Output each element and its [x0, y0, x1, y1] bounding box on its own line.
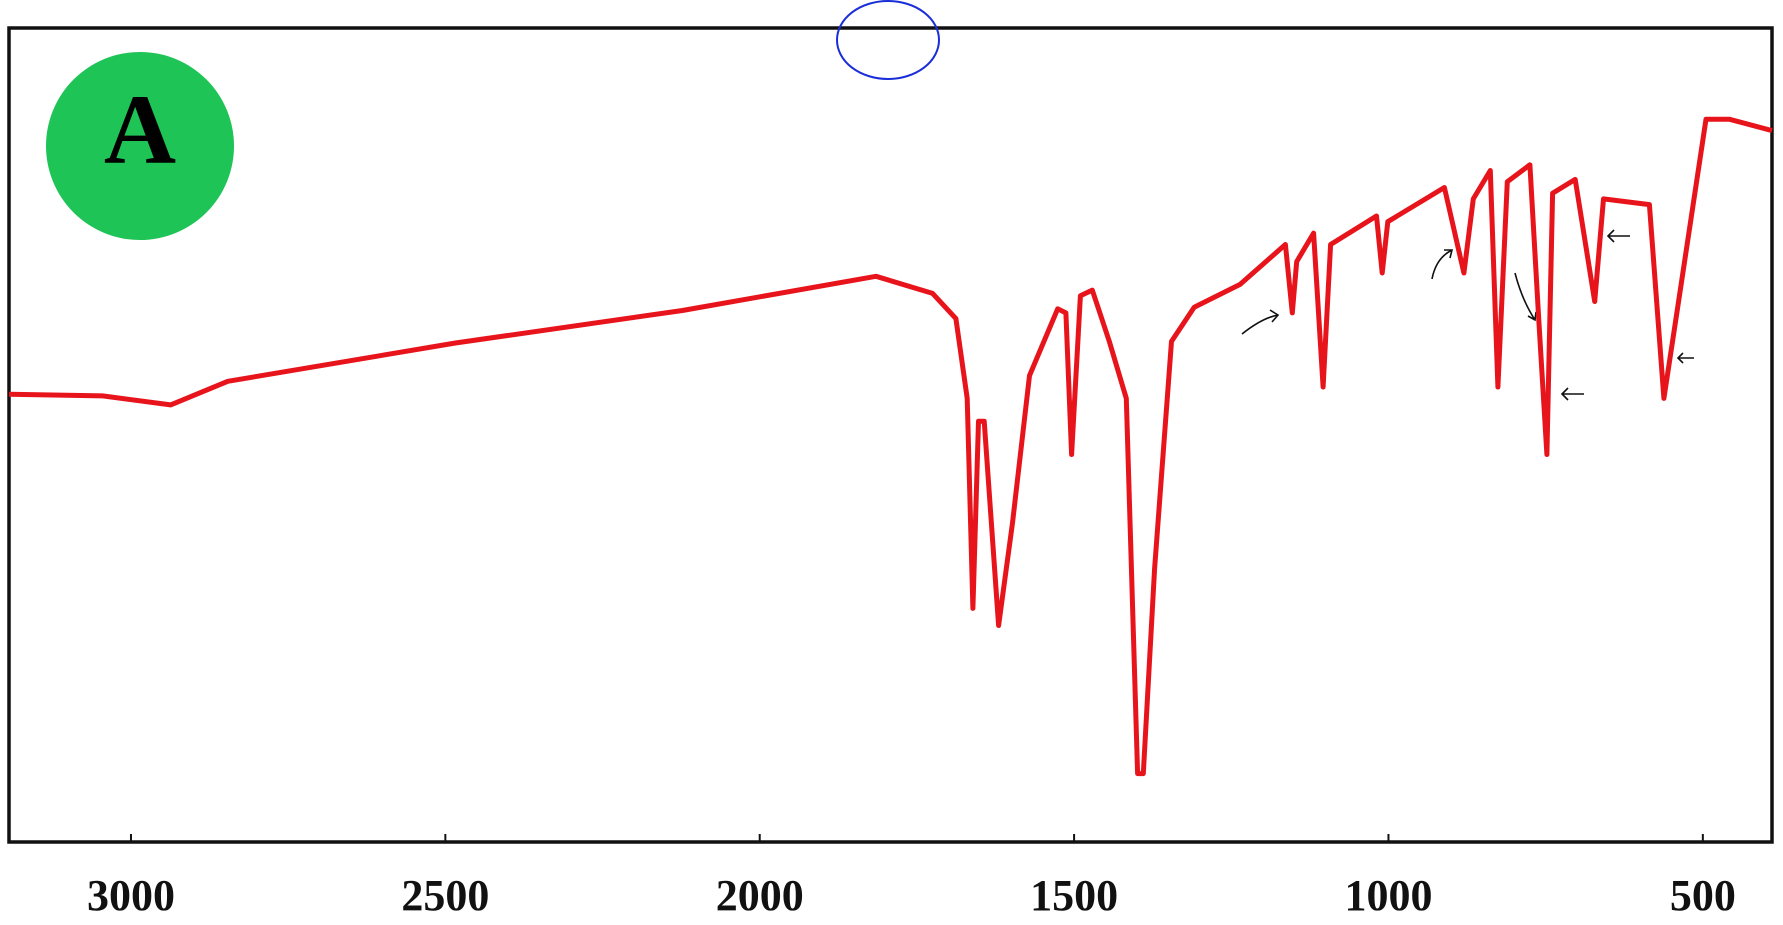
panel-label: A [104, 74, 176, 185]
annotation-circle [836, 0, 940, 80]
x-tick-label: 1000 [1344, 871, 1432, 920]
arrow [1431, 249, 1454, 280]
arrow [1241, 309, 1280, 335]
x-tick-label: 500 [1670, 871, 1736, 920]
spectrum-line [8, 116, 1773, 777]
arrow [1514, 272, 1537, 322]
panel-badge [46, 52, 234, 240]
plot-frame [7, 26, 1774, 844]
x-tick-label: 2000 [716, 871, 804, 920]
annotation-arrows [1241, 229, 1694, 401]
x-tick-label: 1500 [1030, 871, 1118, 920]
x-tick-label: 3000 [87, 871, 175, 920]
x-tick-label: 2500 [401, 871, 489, 920]
arrow [1676, 352, 1694, 364]
arrow [1560, 387, 1584, 401]
arrow [1606, 229, 1630, 243]
